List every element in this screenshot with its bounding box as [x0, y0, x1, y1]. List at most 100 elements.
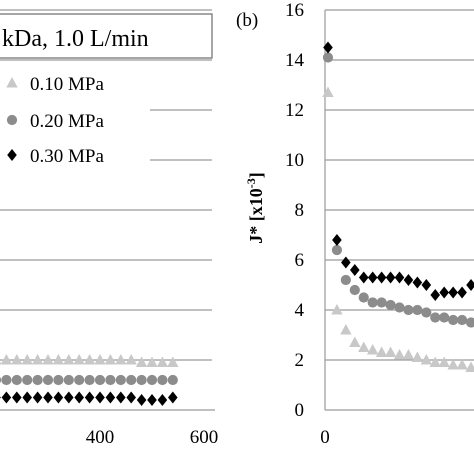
- right-point-series-1: [456, 359, 468, 370]
- left-point-series-1: [0, 361, 2, 365]
- right-y-tick-label: 8: [295, 200, 305, 221]
- right-point-series-3: [466, 279, 474, 291]
- right-point-series-1: [402, 349, 415, 360]
- left-point-series-1: [63, 354, 75, 365]
- right-y-axis-label-close: ]: [246, 172, 266, 178]
- right-y-tick-label: 0: [295, 400, 305, 421]
- right-point-series-1: [420, 354, 433, 365]
- right-point-series-2: [448, 314, 459, 326]
- right-point-series-3: [350, 264, 360, 276]
- legend-entry-background: [0, 144, 150, 170]
- left-point-series-2: [32, 374, 43, 386]
- left-x-tick-label: 600: [190, 427, 219, 448]
- left-point-series-2: [11, 374, 22, 386]
- right-point-series-1: [384, 346, 397, 357]
- right-point-series-3: [385, 271, 396, 284]
- legend-entry: 0.20 MPa: [0, 109, 150, 135]
- legend-label: 0.20 MPa: [30, 111, 104, 132]
- right-point-series-1: [349, 336, 361, 347]
- left-x-tick-label: 400: [86, 427, 115, 448]
- right-point-series-1: [322, 86, 334, 97]
- left-data-markers: [0, 354, 179, 406]
- right-y-tick-label: 10: [285, 150, 304, 171]
- left-point-series-3: [22, 391, 32, 404]
- left-point-series-1: [42, 354, 54, 365]
- right-y-tick-label: 4: [295, 300, 305, 321]
- right-point-series-2: [367, 297, 378, 308]
- right-point-series-2: [358, 292, 369, 303]
- right-point-series-3: [403, 274, 414, 286]
- right-point-series-3: [430, 289, 441, 301]
- left-point-series-3: [116, 391, 126, 404]
- left-point-series-1: [135, 356, 148, 367]
- right-panel: (b) J* [x10-3] 0 2 4 6 8 10 12 14 16 0: [236, 0, 474, 448]
- right-point-series-2: [376, 297, 387, 308]
- left-point-series-3: [32, 391, 43, 404]
- left-title: kDa, 1.0 L/min: [2, 26, 149, 52]
- left-point-series-2: [53, 374, 64, 386]
- legend-entry: 0.30 MPa: [0, 144, 150, 170]
- right-y-tick-labels: 0 2 4 6 8 10 12 14 16: [285, 0, 305, 421]
- left-point-series-2: [115, 374, 126, 386]
- right-point-series-1: [393, 349, 406, 360]
- left-point-series-3: [12, 391, 22, 404]
- right-point-series-2: [322, 52, 334, 63]
- left-point-series-1: [94, 354, 106, 365]
- right-y-tick-label: 16: [285, 0, 304, 21]
- left-point-series-3: [0, 396, 1, 399]
- legend-marker: [6, 77, 18, 88]
- left-point-series-3: [43, 391, 53, 404]
- left-point-series-3: [53, 391, 64, 404]
- right-point-series-2: [439, 312, 450, 323]
- left-legend: 0.10 MPa 0.20 MPa 0.30 MPa: [0, 72, 150, 170]
- left-point-series-2: [105, 374, 116, 386]
- right-point-series-1: [375, 346, 388, 357]
- left-point-series-3: [64, 391, 74, 404]
- right-y-tick-label: 2: [295, 350, 305, 371]
- panel-label-b: (b): [236, 10, 258, 31]
- right-point-series-3: [394, 271, 405, 284]
- left-point-series-3: [157, 394, 168, 406]
- left-point-series-1: [31, 354, 44, 365]
- right-point-series-3: [412, 276, 423, 289]
- left-point-series-2: [126, 374, 137, 386]
- left-point-series-3: [74, 391, 84, 404]
- legend-label: 0.10 MPa: [30, 74, 104, 95]
- left-point-series-1: [146, 356, 158, 367]
- right-x-tick-label: 0: [320, 427, 330, 448]
- legend-label: 0.30 MPa: [30, 146, 104, 167]
- left-point-series-2: [1, 374, 12, 386]
- left-point-series-1: [11, 354, 23, 365]
- right-x-tick-labels: 0: [320, 427, 330, 448]
- left-x-tick-labels: 400 600: [86, 427, 219, 448]
- right-y-tick-label: 6: [295, 250, 305, 271]
- left-point-series-3: [136, 394, 147, 406]
- right-point-series-2: [403, 304, 414, 316]
- left-point-series-1: [115, 354, 127, 365]
- left-point-series-2: [22, 374, 33, 386]
- right-point-series-1: [340, 324, 352, 335]
- right-point-series-1: [429, 356, 441, 367]
- right-point-series-2: [456, 314, 468, 326]
- right-point-series-1: [438, 356, 450, 367]
- left-point-series-3: [84, 391, 95, 404]
- left-point-series-3: [95, 391, 105, 404]
- left-point-series-1: [167, 356, 179, 367]
- right-point-series-3: [421, 279, 432, 291]
- right-point-series-3: [376, 271, 387, 284]
- left-point-series-2: [74, 374, 85, 386]
- right-data-markers: [322, 41, 474, 372]
- right-point-series-2: [465, 317, 474, 328]
- left-point-series-1: [0, 354, 13, 365]
- left-title-box: [0, 13, 213, 59]
- right-point-series-1: [358, 341, 370, 352]
- left-point-series-2: [167, 374, 178, 386]
- right-point-series-2: [421, 307, 432, 318]
- left-point-series-1: [156, 356, 169, 367]
- right-point-series-3: [358, 271, 369, 284]
- left-point-series-1: [104, 354, 117, 365]
- legend-entry-background: [0, 72, 150, 98]
- right-y-axis-label: J* [x10-3]: [244, 172, 266, 244]
- right-point-series-1: [447, 359, 459, 370]
